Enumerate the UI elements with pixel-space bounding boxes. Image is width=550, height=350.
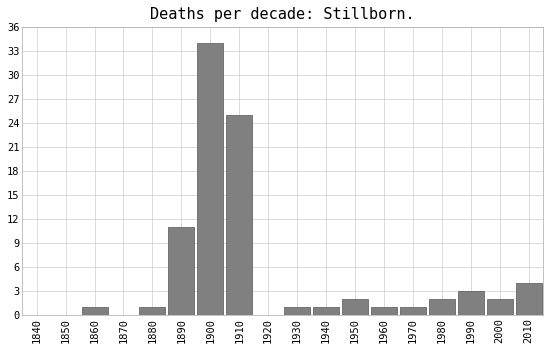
Bar <box>168 227 194 315</box>
Bar <box>313 307 339 315</box>
Title: Deaths per decade: Stillborn.: Deaths per decade: Stillborn. <box>150 7 415 22</box>
Bar <box>342 299 368 315</box>
Bar <box>400 307 426 315</box>
Bar <box>429 299 455 315</box>
Bar <box>284 307 310 315</box>
Bar <box>197 43 223 315</box>
Bar <box>371 307 397 315</box>
Bar <box>81 307 108 315</box>
Bar <box>458 291 484 315</box>
Bar <box>226 115 252 315</box>
Bar <box>139 307 166 315</box>
Bar <box>515 283 542 315</box>
Bar <box>487 299 513 315</box>
